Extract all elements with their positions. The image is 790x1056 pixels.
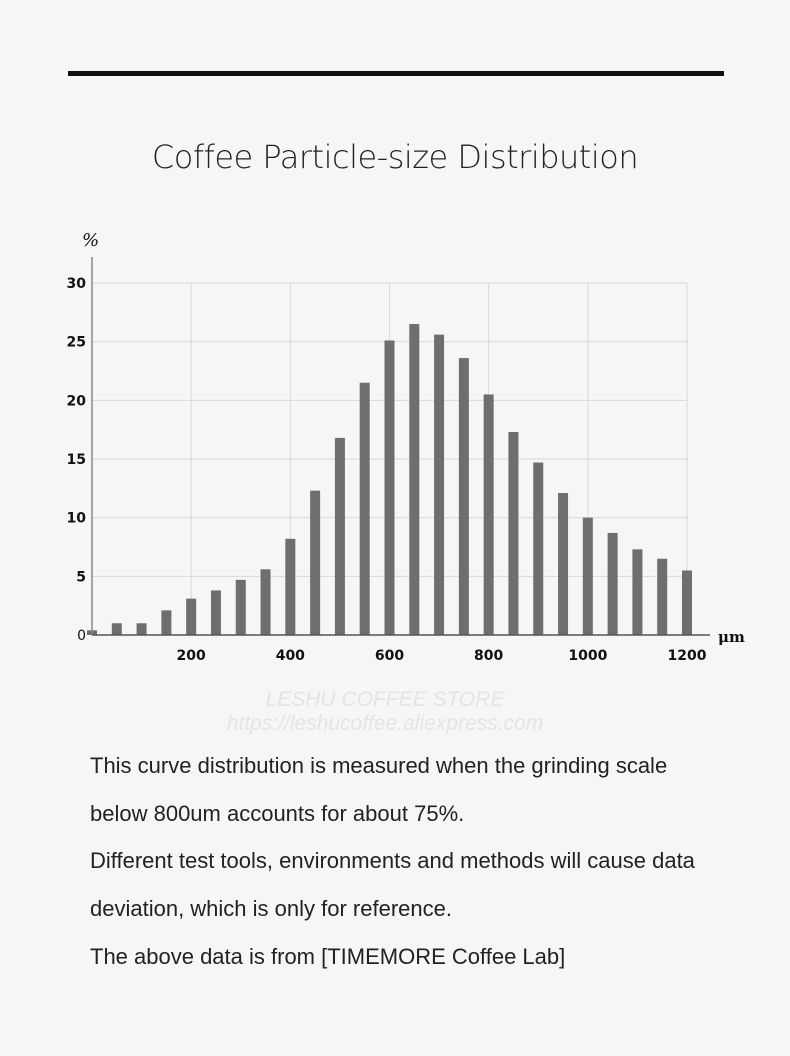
y-tick-label: 15: [67, 452, 86, 468]
bar: [483, 394, 494, 635]
y-tick-label: 0: [77, 628, 86, 644]
bar: [508, 432, 519, 635]
chart-title: Coffee Particle-size Distribution: [151, 138, 639, 176]
bar: [607, 532, 618, 635]
description-line: This curve distribution is measured when…: [90, 753, 668, 778]
bar: [161, 610, 172, 635]
x-tick-label: 1000: [568, 648, 607, 664]
top-divider: [68, 71, 724, 76]
watermark-store: LESHU COFFEE STORE: [265, 688, 505, 711]
bar: [434, 334, 445, 635]
bar: [285, 538, 296, 635]
bar: [210, 590, 221, 635]
histogram-chart: 0 5 10 15 20 25 30 200 400 600 800 1000 1200% μm: [67, 230, 745, 664]
description-line: The above data is from [TIMEMORE Coffee …: [90, 944, 566, 969]
y-axis-label: %: [82, 230, 99, 251]
bar: [409, 324, 420, 635]
bar: [582, 517, 593, 635]
bar: [632, 549, 643, 635]
bar: [359, 382, 370, 635]
bar: [334, 437, 345, 635]
bar: [186, 598, 197, 635]
x-axis-label: μm: [718, 628, 745, 646]
x-tick-label: 200: [177, 648, 206, 664]
y-tick-label: 10: [67, 511, 87, 527]
bar: [458, 358, 469, 635]
y-tick-label: 25: [67, 335, 86, 351]
bar: [682, 570, 692, 635]
bar: [235, 579, 246, 635]
bar: [136, 623, 147, 635]
x-tick-label: 800: [474, 648, 503, 664]
bar: [310, 490, 321, 635]
bar: [260, 569, 271, 635]
description-line: below 800um accounts for about 75%.: [90, 801, 465, 826]
description-line: deviation, which is only for reference.: [90, 896, 452, 921]
y-tick-label: 30: [67, 276, 87, 292]
x-tick-label: 1200: [668, 648, 707, 664]
bar: [533, 462, 544, 635]
bar: [558, 493, 569, 635]
bar: [111, 623, 122, 635]
watermark-url: https://leshucoffee.aliexpress.com: [226, 712, 544, 735]
description-line: Different test tools, environments and m…: [90, 848, 695, 873]
bar: [384, 340, 395, 635]
bar: [657, 558, 668, 635]
x-tick-label: 400: [276, 648, 305, 664]
x-tick-label: 600: [375, 648, 404, 664]
y-tick-label: 5: [76, 569, 86, 585]
y-tick-label: 20: [67, 393, 87, 409]
